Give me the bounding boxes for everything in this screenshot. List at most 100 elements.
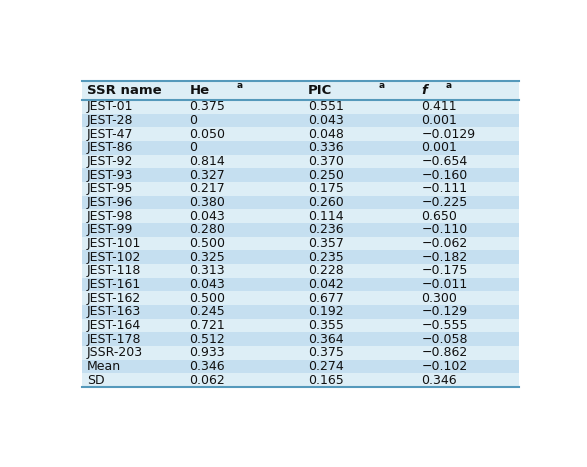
Text: JEST-86: JEST-86 (87, 141, 133, 154)
Bar (82, 81, 519, 100)
Bar (82, 127, 519, 141)
Bar (82, 209, 519, 223)
Text: 0.364: 0.364 (308, 333, 343, 346)
Bar (82, 318, 519, 332)
Text: JEST-164: JEST-164 (87, 319, 141, 332)
Text: 0.375: 0.375 (190, 100, 225, 113)
Text: 0.048: 0.048 (308, 127, 343, 141)
Text: 0.500: 0.500 (190, 237, 225, 250)
Text: JEST-102: JEST-102 (87, 251, 141, 263)
Text: He: He (190, 84, 210, 97)
Bar (82, 113, 519, 127)
Text: JEST-93: JEST-93 (87, 169, 133, 182)
Text: JEST-28: JEST-28 (87, 114, 133, 127)
Bar (82, 100, 519, 113)
Text: −0.182: −0.182 (421, 251, 468, 263)
Text: Mean: Mean (87, 360, 121, 373)
Text: −0.555: −0.555 (421, 319, 468, 332)
Text: 0.650: 0.650 (421, 210, 457, 223)
Text: 0.043: 0.043 (308, 114, 343, 127)
Text: −0.062: −0.062 (421, 237, 468, 250)
Bar (82, 360, 519, 373)
Text: JEST-118: JEST-118 (87, 264, 141, 277)
Bar (82, 291, 519, 305)
Text: −0.111: −0.111 (421, 182, 467, 195)
Text: 0.042: 0.042 (308, 278, 343, 291)
Text: 0.380: 0.380 (190, 196, 225, 209)
Text: 0.280: 0.280 (190, 223, 225, 236)
Bar (82, 182, 519, 196)
Text: 0.336: 0.336 (308, 141, 343, 154)
Text: JEST-98: JEST-98 (87, 210, 133, 223)
Text: −0.011: −0.011 (421, 278, 468, 291)
Text: 0.260: 0.260 (308, 196, 343, 209)
Text: 0.001: 0.001 (421, 114, 457, 127)
Bar (82, 250, 519, 264)
Bar (82, 155, 519, 168)
Text: JEST-101: JEST-101 (87, 237, 141, 250)
Bar (82, 196, 519, 209)
Bar (82, 346, 519, 360)
Text: 0.274: 0.274 (308, 360, 343, 373)
Text: JEST-47: JEST-47 (87, 127, 133, 141)
Text: 0.375: 0.375 (308, 346, 343, 359)
Text: SSR name: SSR name (87, 84, 161, 97)
Bar (82, 141, 519, 155)
Text: JEST-92: JEST-92 (87, 155, 133, 168)
Text: 0.355: 0.355 (308, 319, 343, 332)
Bar (82, 168, 519, 182)
Text: 0.062: 0.062 (190, 374, 225, 387)
Text: JEST-161: JEST-161 (87, 278, 141, 291)
Text: JEST-99: JEST-99 (87, 223, 133, 236)
Bar (82, 305, 519, 318)
Bar (82, 373, 519, 387)
Bar (82, 277, 519, 291)
Text: SD: SD (87, 374, 104, 387)
Text: 0: 0 (190, 114, 197, 127)
Text: −0.175: −0.175 (421, 264, 468, 277)
Text: −0.160: −0.160 (421, 169, 468, 182)
Text: a: a (379, 81, 385, 91)
Text: 0.500: 0.500 (190, 291, 225, 304)
Text: 0.933: 0.933 (190, 346, 225, 359)
Text: JEST-163: JEST-163 (87, 305, 141, 318)
Text: −0.654: −0.654 (421, 155, 468, 168)
Text: 0.245: 0.245 (190, 305, 225, 318)
Text: 0.814: 0.814 (190, 155, 225, 168)
Text: PIC: PIC (308, 84, 332, 97)
Text: −0.862: −0.862 (421, 346, 468, 359)
Text: −0.0129: −0.0129 (421, 127, 475, 141)
Bar (82, 332, 519, 346)
Text: 0.325: 0.325 (190, 251, 225, 263)
Text: 0.192: 0.192 (308, 305, 343, 318)
Text: 0.313: 0.313 (190, 264, 225, 277)
Text: 0.236: 0.236 (308, 223, 343, 236)
Text: 0.677: 0.677 (308, 291, 343, 304)
Text: JEST-95: JEST-95 (87, 182, 133, 195)
Text: JEST-162: JEST-162 (87, 291, 141, 304)
Text: −0.110: −0.110 (421, 223, 468, 236)
Text: 0.327: 0.327 (190, 169, 225, 182)
Text: −0.058: −0.058 (421, 333, 468, 346)
Text: JEST-01: JEST-01 (87, 100, 133, 113)
Text: JSSR-203: JSSR-203 (87, 346, 143, 359)
Text: 0.043: 0.043 (190, 278, 225, 291)
Text: JEST-96: JEST-96 (87, 196, 133, 209)
Text: 0.235: 0.235 (308, 251, 343, 263)
Text: 0.217: 0.217 (190, 182, 225, 195)
Text: 0.300: 0.300 (421, 291, 457, 304)
Text: −0.129: −0.129 (421, 305, 467, 318)
Text: 0.165: 0.165 (308, 374, 343, 387)
Text: 0.043: 0.043 (190, 210, 225, 223)
Text: 0.721: 0.721 (190, 319, 225, 332)
Text: 0.370: 0.370 (308, 155, 343, 168)
Text: 0.228: 0.228 (308, 264, 343, 277)
Text: 0.250: 0.250 (308, 169, 343, 182)
Bar (82, 264, 519, 277)
Text: JEST-178: JEST-178 (87, 333, 141, 346)
Text: 0.114: 0.114 (308, 210, 343, 223)
Text: 0.346: 0.346 (421, 374, 457, 387)
Text: 0.512: 0.512 (190, 333, 225, 346)
Text: a: a (237, 81, 243, 91)
Text: 0.001: 0.001 (421, 141, 457, 154)
